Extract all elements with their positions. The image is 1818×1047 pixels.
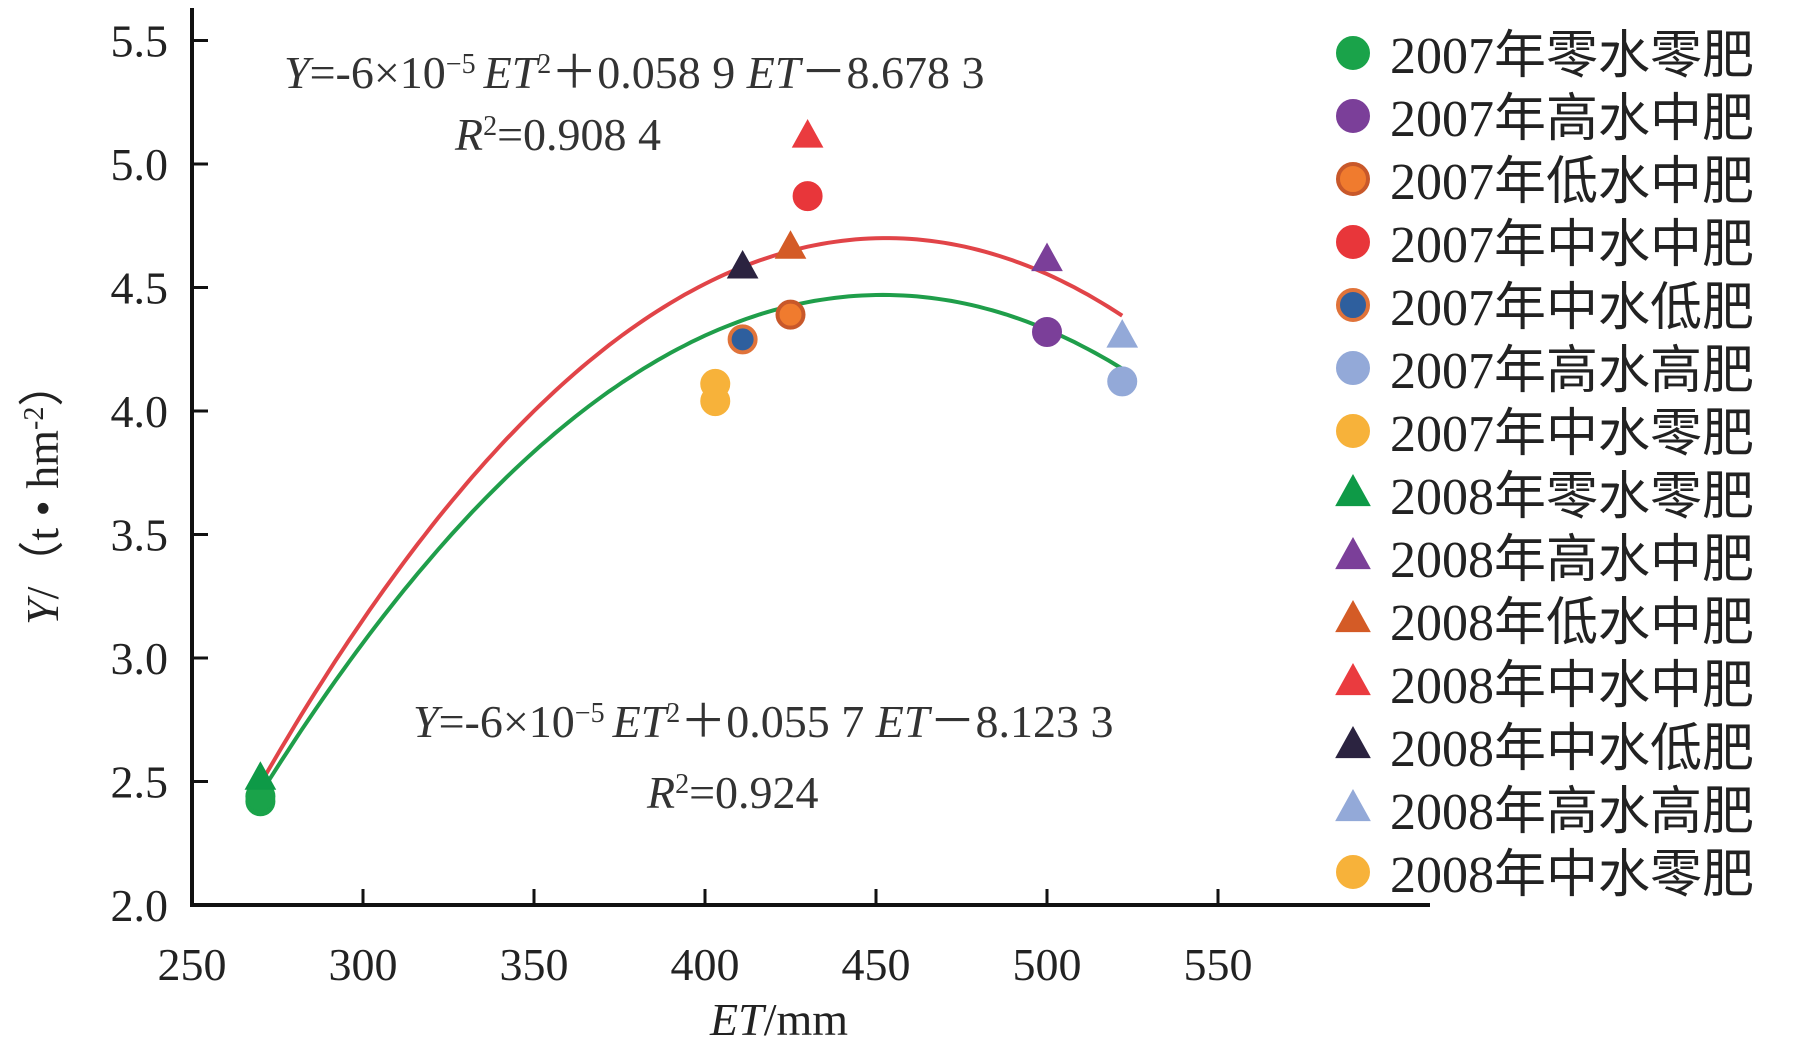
data-point-triangle <box>791 119 824 148</box>
x-axis-title: ET/mm <box>709 994 848 1045</box>
legend-label: 2008年中水中肥 <box>1390 658 1754 715</box>
data-point-triangle <box>1106 319 1139 348</box>
legend-marker <box>1336 288 1370 322</box>
data-point-triangle <box>774 230 807 259</box>
x-tick-label: 500 <box>1013 939 1082 990</box>
data-points <box>244 119 1139 817</box>
r-squared-2008: R2=0.908 4 <box>454 109 661 160</box>
legend-label: 2007年零水零肥 <box>1390 28 1754 85</box>
data-point-circle <box>1107 366 1138 397</box>
y-tick-label: 4.0 <box>111 386 169 437</box>
legend-label: 2007年中水中肥 <box>1390 217 1754 274</box>
legend-label: 2008年高水高肥 <box>1390 784 1754 841</box>
ticks: 250 300 350 400 450 500 550 2.0 2.5 3.0 3.5 4.0 4.5 5… <box>111 16 1253 991</box>
legend-marker <box>1335 599 1371 633</box>
y-tick-label: 2.0 <box>111 880 169 931</box>
x-tick-label: 350 <box>500 939 569 990</box>
data-point-triangle <box>244 761 277 790</box>
legend-marker <box>1336 855 1370 889</box>
legend-label: 2008年高水中肥 <box>1390 532 1754 589</box>
axes <box>190 8 1430 907</box>
legend-marker <box>1335 473 1371 507</box>
x-tick-label: 550 <box>1184 939 1253 990</box>
y-tick-label: 3.0 <box>111 633 169 684</box>
equation-2008: Y=-6×10−5 ET2＋0.058 9 ET－8.678 3 <box>284 47 984 98</box>
legend-label: 2007年高水中肥 <box>1390 91 1754 148</box>
y-tick-label: 5.5 <box>111 16 169 67</box>
x-tick-label: 400 <box>671 939 740 990</box>
data-point-circle <box>727 324 758 355</box>
data-point-circle <box>775 299 806 330</box>
legend-label: 2008年零水零肥 <box>1390 469 1754 526</box>
legend-label: 2007年高水高肥 <box>1390 343 1754 400</box>
legend-marker <box>1336 351 1370 385</box>
fit-curve <box>258 236 1124 785</box>
legend-marker <box>1336 225 1370 259</box>
legend-marker <box>1335 662 1371 696</box>
legend-label: 2007年中水零肥 <box>1390 406 1754 463</box>
legend-marker <box>1335 536 1371 570</box>
r-squared-2007: R2=0.924 <box>646 767 819 818</box>
y-axis-title: Y/（t • hm-2） <box>17 361 68 625</box>
fit-curves <box>258 236 1124 795</box>
fit-curve <box>258 292 1124 795</box>
data-point-circle <box>792 181 823 212</box>
legend-label: 2007年中水低肥 <box>1390 280 1754 337</box>
legend-marker <box>1335 788 1371 822</box>
x-tick-label: 250 <box>158 939 227 990</box>
y-tick-label: 4.5 <box>111 263 169 314</box>
legend-marker <box>1336 36 1370 70</box>
legend-label: 2008年低水中肥 <box>1390 595 1754 652</box>
legend-label: 2008年中水低肥 <box>1390 721 1754 778</box>
y-tick-label: 5.0 <box>111 139 169 190</box>
legend-marker <box>1336 414 1370 448</box>
legend-marker <box>1336 162 1370 196</box>
data-point-triangle <box>1031 242 1063 272</box>
equation-2007: Y=-6×10−5 ET2＋0.055 7 ET－8.123 3 <box>413 696 1113 747</box>
x-tick-label: 450 <box>842 939 911 990</box>
legend-label: 2007年低水中肥 <box>1390 154 1754 211</box>
legend-label: 2008年中水零肥 <box>1390 847 1754 904</box>
legend-marker <box>1335 725 1371 759</box>
data-point-triangle <box>726 249 759 279</box>
y-tick-label: 3.5 <box>111 510 169 561</box>
legend: 2007年零水零肥 2007年高水中肥 2007年低水中肥 2007年中水中肥 2007… <box>1335 28 1754 904</box>
x-tick-label: 300 <box>329 939 398 990</box>
legend-marker <box>1336 99 1370 133</box>
data-point-circle <box>1032 316 1062 347</box>
y-tick-label: 2.5 <box>111 757 169 808</box>
data-point-circle <box>700 368 731 399</box>
